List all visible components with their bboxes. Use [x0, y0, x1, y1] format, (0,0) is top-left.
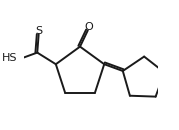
Text: S: S: [35, 26, 43, 36]
Text: O: O: [84, 22, 93, 32]
Text: HS: HS: [2, 53, 18, 63]
